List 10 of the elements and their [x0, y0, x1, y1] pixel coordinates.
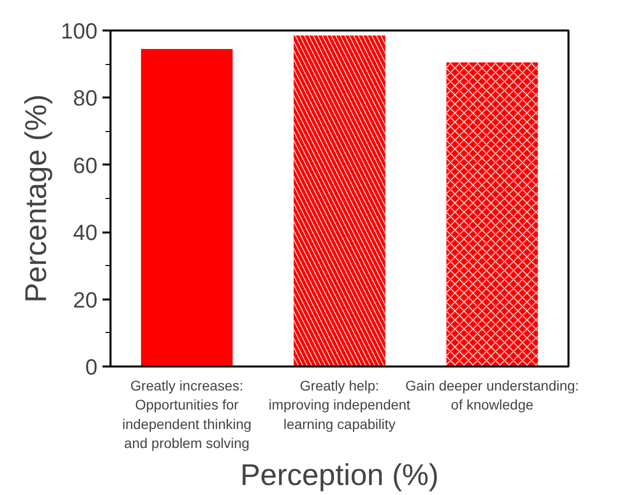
y-tick-label: 20	[73, 287, 98, 312]
y-tick-label: 100	[60, 18, 98, 44]
y-tick-label: 60	[73, 152, 98, 178]
bar	[141, 48, 233, 366]
y-tick-label: 80	[73, 86, 98, 111]
y-tick-label: 40	[73, 220, 98, 246]
y-axis-title: Percentage (%)	[20, 94, 53, 303]
x-tick-label: Greatly increases: Opportunities for independent thinking and problem solving	[122, 378, 252, 452]
x-axis-title: Perception (%)	[240, 459, 439, 492]
y-tick-label: 0	[85, 354, 98, 380]
